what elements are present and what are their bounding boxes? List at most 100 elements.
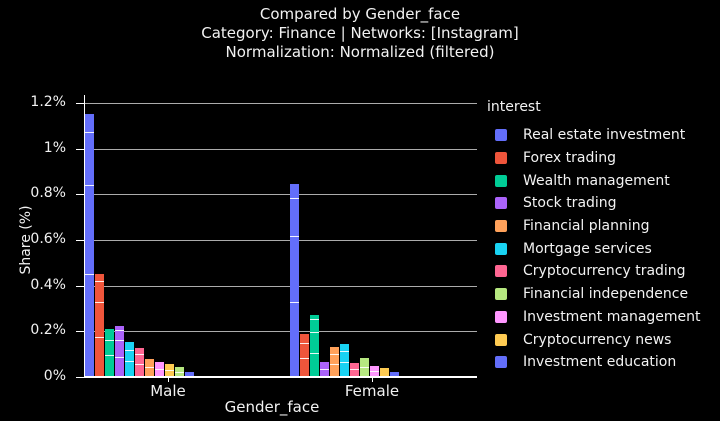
bar-female-stock-trading[interactable] xyxy=(320,362,329,377)
y-tick-label: 1% xyxy=(43,139,66,156)
legend-label: Mortgage services xyxy=(523,240,652,257)
legend-label: Cryptocurrency news xyxy=(523,331,672,348)
bar-male-investment-education[interactable] xyxy=(185,372,194,377)
bar-female-investment-management[interactable] xyxy=(370,366,379,377)
legend-item-real-estate-investment[interactable]: Real estate investment xyxy=(487,124,720,147)
bar-female-financial-independence[interactable] xyxy=(360,358,369,377)
bar-segment-separator xyxy=(370,371,379,372)
bar-segment-separator xyxy=(340,362,349,363)
y-tick-label: 0.8% xyxy=(30,185,66,202)
bar-segment-separator xyxy=(330,364,339,365)
bar-female-mortgage-services[interactable] xyxy=(340,344,349,377)
legend: interest Real estate investment Forex tra… xyxy=(487,99,720,374)
legend-item-cryptocurrency-news[interactable]: Cryptocurrency news xyxy=(487,328,720,351)
y-tick-mark xyxy=(76,103,84,105)
legend-item-financial-independence[interactable]: Financial independence xyxy=(487,283,720,306)
legend-label: Stock trading xyxy=(523,195,617,212)
bar-segment-separator xyxy=(360,367,369,368)
bar-female-financial-planning[interactable] xyxy=(330,347,339,377)
legend-label: Investment management xyxy=(523,308,701,325)
bar-segment-separator xyxy=(320,369,329,370)
chart-title-line1: Compared by Gender_face xyxy=(259,5,461,23)
bar-female-cryptocurrency-trading[interactable] xyxy=(350,363,359,377)
bar-segment-separator xyxy=(310,332,319,333)
legend-item-investment-education[interactable]: Investment education xyxy=(487,351,720,374)
bar-female-wealth-management[interactable] xyxy=(310,315,319,377)
y-tick-mark xyxy=(76,377,84,378)
legend-item-forex-trading[interactable]: Forex trading xyxy=(487,147,720,170)
y-tick-mark xyxy=(76,240,84,242)
chart-title: Compared by Gender_face Category: Financ… xyxy=(0,5,720,62)
bar-segment-separator xyxy=(85,274,94,275)
bar-segment-separator xyxy=(340,351,349,352)
x-tick-mark xyxy=(168,378,169,382)
legend-swatch-real-estate-investment xyxy=(495,129,507,142)
bar-segment-separator xyxy=(115,330,124,331)
bar-segment-separator xyxy=(290,302,299,303)
bar-male-stock-trading[interactable] xyxy=(115,326,124,377)
bar-male-forex-trading[interactable] xyxy=(95,274,104,377)
legend-swatch-stock-trading xyxy=(495,197,507,210)
bar-segment-separator xyxy=(330,354,339,355)
bar-male-financial-independence[interactable] xyxy=(175,367,184,377)
legend-items: Real estate investment Forex trading Wealt… xyxy=(487,124,720,374)
legend-label: Financial planning xyxy=(523,218,650,235)
bar-female-real-estate-investment[interactable] xyxy=(290,184,299,377)
y-tick-label: 0.4% xyxy=(30,276,66,293)
x-axis-line xyxy=(84,376,477,378)
bar-male-real-estate-investment[interactable] xyxy=(85,114,94,377)
y-tick-mark xyxy=(76,331,84,333)
bar-female-investment-education[interactable] xyxy=(390,372,399,377)
x-tick-mark xyxy=(372,378,373,382)
legend-swatch-financial-independence xyxy=(495,288,507,301)
bar-segment-separator xyxy=(115,340,124,341)
bar-female-cryptocurrency-news[interactable] xyxy=(380,368,389,377)
bar-segment-separator xyxy=(175,372,184,373)
bar-segment-separator xyxy=(105,355,114,356)
gridline-0.4% xyxy=(84,285,477,287)
bar-segment-separator xyxy=(115,357,124,358)
legend-swatch-financial-planning xyxy=(495,220,507,233)
bar-male-cryptocurrency-news[interactable] xyxy=(165,364,174,377)
x-axis-title: Gender_face xyxy=(224,398,320,416)
bar-male-wealth-management[interactable] xyxy=(105,329,114,377)
legend-item-wealth-management[interactable]: Wealth management xyxy=(487,169,720,192)
bar-segment-separator xyxy=(300,343,309,344)
legend-label: Forex trading xyxy=(523,150,617,167)
legend-item-mortgage-services[interactable]: Mortgage services xyxy=(487,237,720,260)
bar-segment-separator xyxy=(155,369,164,370)
bar-segment-separator xyxy=(310,353,319,354)
bar-female-forex-trading[interactable] xyxy=(300,334,309,377)
bar-segment-separator xyxy=(95,302,104,303)
legend-item-cryptocurrency-trading[interactable]: Cryptocurrency trading xyxy=(487,260,720,283)
legend-label: Wealth management xyxy=(523,172,670,189)
bar-segment-separator xyxy=(95,337,104,338)
legend-swatch-mortgage-services xyxy=(495,242,507,255)
gridline-0.2% xyxy=(84,331,477,333)
bar-male-investment-management[interactable] xyxy=(155,362,164,377)
legend-item-financial-planning[interactable]: Financial planning xyxy=(487,215,720,238)
y-tick-label: 0.2% xyxy=(30,322,66,339)
y-tick-mark xyxy=(76,285,84,287)
x-category-label-male: Male xyxy=(150,382,186,400)
y-tick-label: 1.2% xyxy=(30,94,66,111)
legend-item-investment-management[interactable]: Investment management xyxy=(487,306,720,329)
legend-item-stock-trading[interactable]: Stock trading xyxy=(487,192,720,215)
bar-segment-separator xyxy=(85,185,94,186)
gridline-0.6% xyxy=(84,240,477,242)
y-tick-mark xyxy=(76,148,84,150)
legend-swatch-cryptocurrency-trading xyxy=(495,265,507,278)
bar-male-mortgage-services[interactable] xyxy=(125,342,134,377)
bar-male-financial-planning[interactable] xyxy=(145,359,154,377)
y-tick-label: 0.6% xyxy=(30,231,66,248)
legend-swatch-investment-education xyxy=(495,356,507,369)
y-tick-label: 0% xyxy=(43,368,66,384)
bar-segment-separator xyxy=(300,358,309,359)
bar-male-cryptocurrency-trading[interactable] xyxy=(135,348,144,377)
bar-segment-separator xyxy=(165,370,174,371)
chart-title-line3: Normalization: Normalized (filtered) xyxy=(225,43,495,61)
bar-segment-separator xyxy=(125,361,134,362)
legend-swatch-cryptocurrency-news xyxy=(495,333,507,346)
legend-swatch-investment-management xyxy=(495,310,507,323)
gridline-0.8% xyxy=(84,194,477,196)
